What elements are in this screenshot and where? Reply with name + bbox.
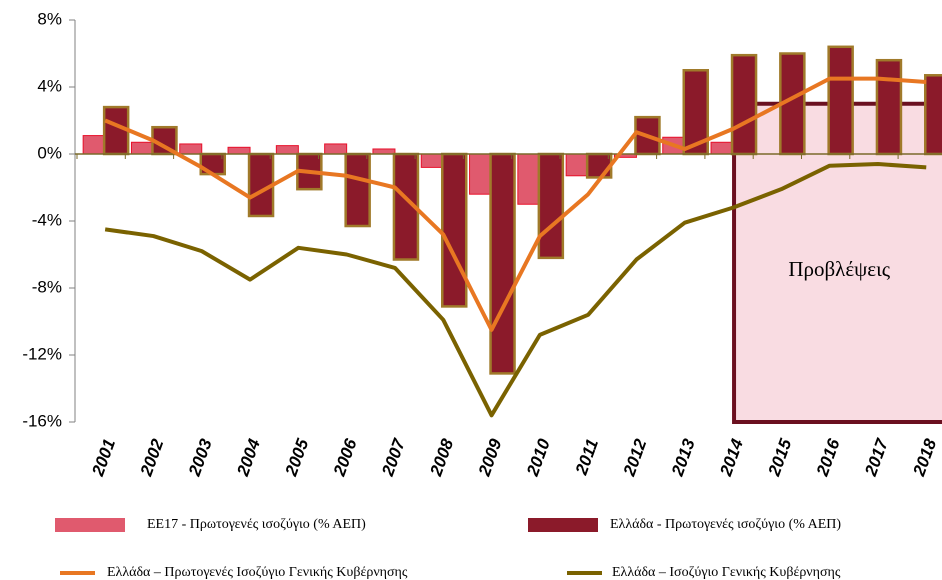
x-tick-label: 2007 — [378, 435, 410, 479]
bar — [372, 148, 396, 155]
line — [104, 162, 927, 418]
x-tick-label: 2006 — [329, 436, 360, 479]
x-tick-label: 2012 — [619, 436, 650, 479]
x-tick-label: 2015 — [764, 436, 795, 479]
y-tick-label: 4% — [37, 76, 62, 95]
legend-label: Ελλάδα – Ισοζύγιο Γενικής Κυβέρνησης — [612, 565, 841, 580]
bar — [827, 45, 854, 156]
bar — [537, 152, 565, 260]
x-tick-label: 2008 — [426, 436, 457, 479]
bar — [441, 152, 468, 308]
x-tick-label: 2009 — [474, 436, 505, 479]
x-tick-label: 2003 — [185, 436, 216, 479]
bar — [324, 143, 348, 155]
legend-swatch — [528, 518, 598, 532]
legend-label: Ελλάδα – Πρωτογενές Ισοζύγιο Γενικής Κυβ… — [107, 565, 408, 580]
bar — [489, 152, 516, 375]
line — [104, 76, 927, 332]
annotation: Προβλέψεις — [788, 257, 890, 281]
bar — [875, 58, 903, 156]
x-tick-label: 2016 — [812, 436, 843, 479]
bar — [130, 141, 154, 155]
x-tick-label: 2017 — [861, 435, 893, 479]
x-tick-label: 2013 — [668, 436, 699, 479]
x-tick-label: 2004 — [233, 436, 264, 479]
x-tick-label: 2002 — [136, 436, 167, 479]
bar — [565, 153, 589, 177]
x-tick-label: 2011 — [571, 436, 602, 478]
y-tick-label: -16% — [22, 411, 62, 430]
legend-label: Ελλάδα - Πρωτογενές ισοζύγιο (% ΑΕΠ) — [610, 517, 841, 532]
bar — [82, 135, 106, 155]
y-tick-label: -12% — [22, 344, 62, 363]
x-tick-label: 2001 — [88, 436, 119, 479]
bar — [730, 53, 758, 156]
bar — [275, 145, 299, 155]
bar — [710, 141, 734, 155]
x-tick-label: 2018 — [909, 436, 940, 479]
bar — [344, 152, 371, 228]
bar — [682, 69, 709, 156]
x-tick-label: 2014 — [716, 436, 747, 479]
legend-swatch — [55, 518, 125, 532]
y-tick-label: -8% — [32, 277, 62, 296]
x-tick-label: 2010 — [523, 436, 554, 479]
bar — [924, 74, 942, 156]
y-tick-label: 0% — [37, 143, 62, 162]
bar — [420, 153, 444, 168]
forecast-box — [732, 101, 942, 424]
bar — [179, 143, 203, 155]
x-tick-label: 2005 — [281, 436, 312, 479]
bar — [227, 146, 251, 155]
bar — [517, 153, 541, 205]
bar — [469, 153, 493, 195]
y-tick-label: -4% — [32, 210, 62, 229]
bar — [585, 152, 613, 179]
legend-label: ΕΕ17 - Πρωτογενές ισοζύγιο (% ΑΕΠ) — [147, 517, 366, 532]
y-tick-label: 8% — [37, 9, 62, 28]
